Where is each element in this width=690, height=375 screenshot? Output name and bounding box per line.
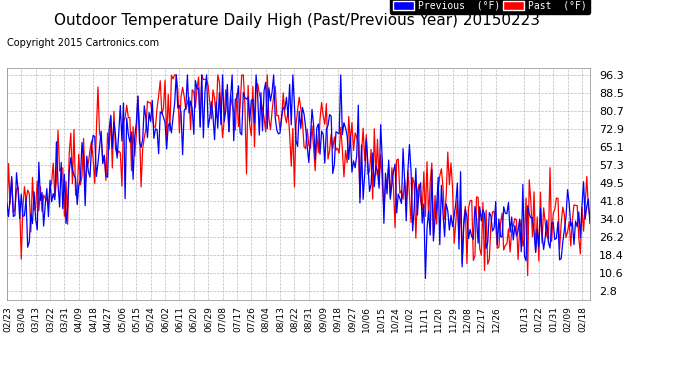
Text: Copyright 2015 Cartronics.com: Copyright 2015 Cartronics.com xyxy=(7,38,159,48)
Text: Outdoor Temperature Daily High (Past/Previous Year) 20150223: Outdoor Temperature Daily High (Past/Pre… xyxy=(54,13,540,28)
Legend: Previous  (°F), Past  (°F): Previous (°F), Past (°F) xyxy=(390,0,590,13)
